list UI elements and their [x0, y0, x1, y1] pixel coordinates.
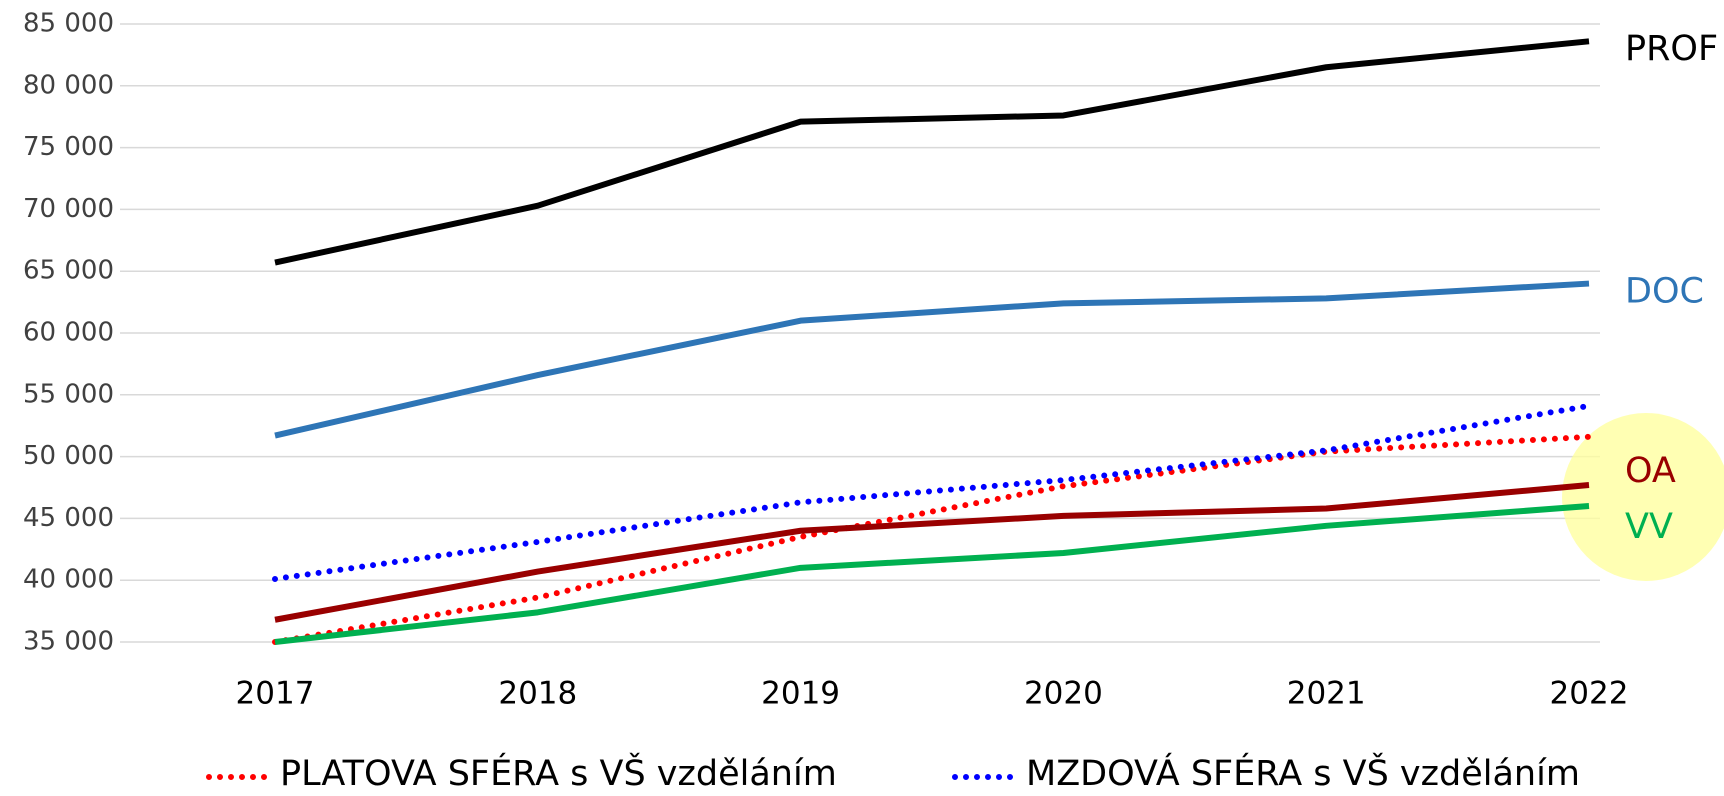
y-tick-label: 60 000	[23, 318, 114, 348]
series-label: VV	[1625, 507, 1673, 547]
x-tick-label: 2021	[1287, 676, 1366, 712]
x-tick-label: 2020	[1024, 676, 1103, 712]
series-line	[274, 280, 1590, 439]
series-line	[274, 38, 1590, 266]
y-tick-label: 70 000	[23, 194, 114, 224]
series-label: DOC	[1625, 271, 1704, 311]
highlight	[1562, 413, 1724, 581]
series-label: OA	[1625, 451, 1676, 491]
series-line	[274, 482, 1590, 623]
y-tick-label: 55 000	[23, 379, 114, 409]
y-tick-label: 35 000	[23, 627, 114, 657]
x-tick-label: 2022	[1550, 676, 1629, 712]
x-tick-label: 2017	[236, 676, 315, 712]
series-line	[272, 402, 1592, 582]
series-line	[274, 503, 1590, 645]
y-tick-label: 75 000	[23, 132, 114, 162]
y-tick-label: 45 000	[23, 503, 114, 533]
y-tick-label: 65 000	[23, 256, 114, 286]
legend-label: MZDOVÁ SFÉRA s VŠ vzděláním	[1026, 752, 1580, 794]
x-tick-label: 2018	[498, 676, 577, 712]
x-tick-label: 2019	[761, 676, 840, 712]
y-tick-label: 85 000	[23, 9, 114, 39]
series-label: PROF	[1625, 29, 1718, 69]
y-tick-label: 40 000	[23, 565, 114, 595]
y-tick-label: 80 000	[23, 70, 114, 100]
series-line	[272, 433, 1592, 645]
y-tick-label: 50 000	[23, 441, 114, 471]
legend-label: PLATOVA SFÉRA s VŠ vzděláním	[280, 752, 837, 794]
